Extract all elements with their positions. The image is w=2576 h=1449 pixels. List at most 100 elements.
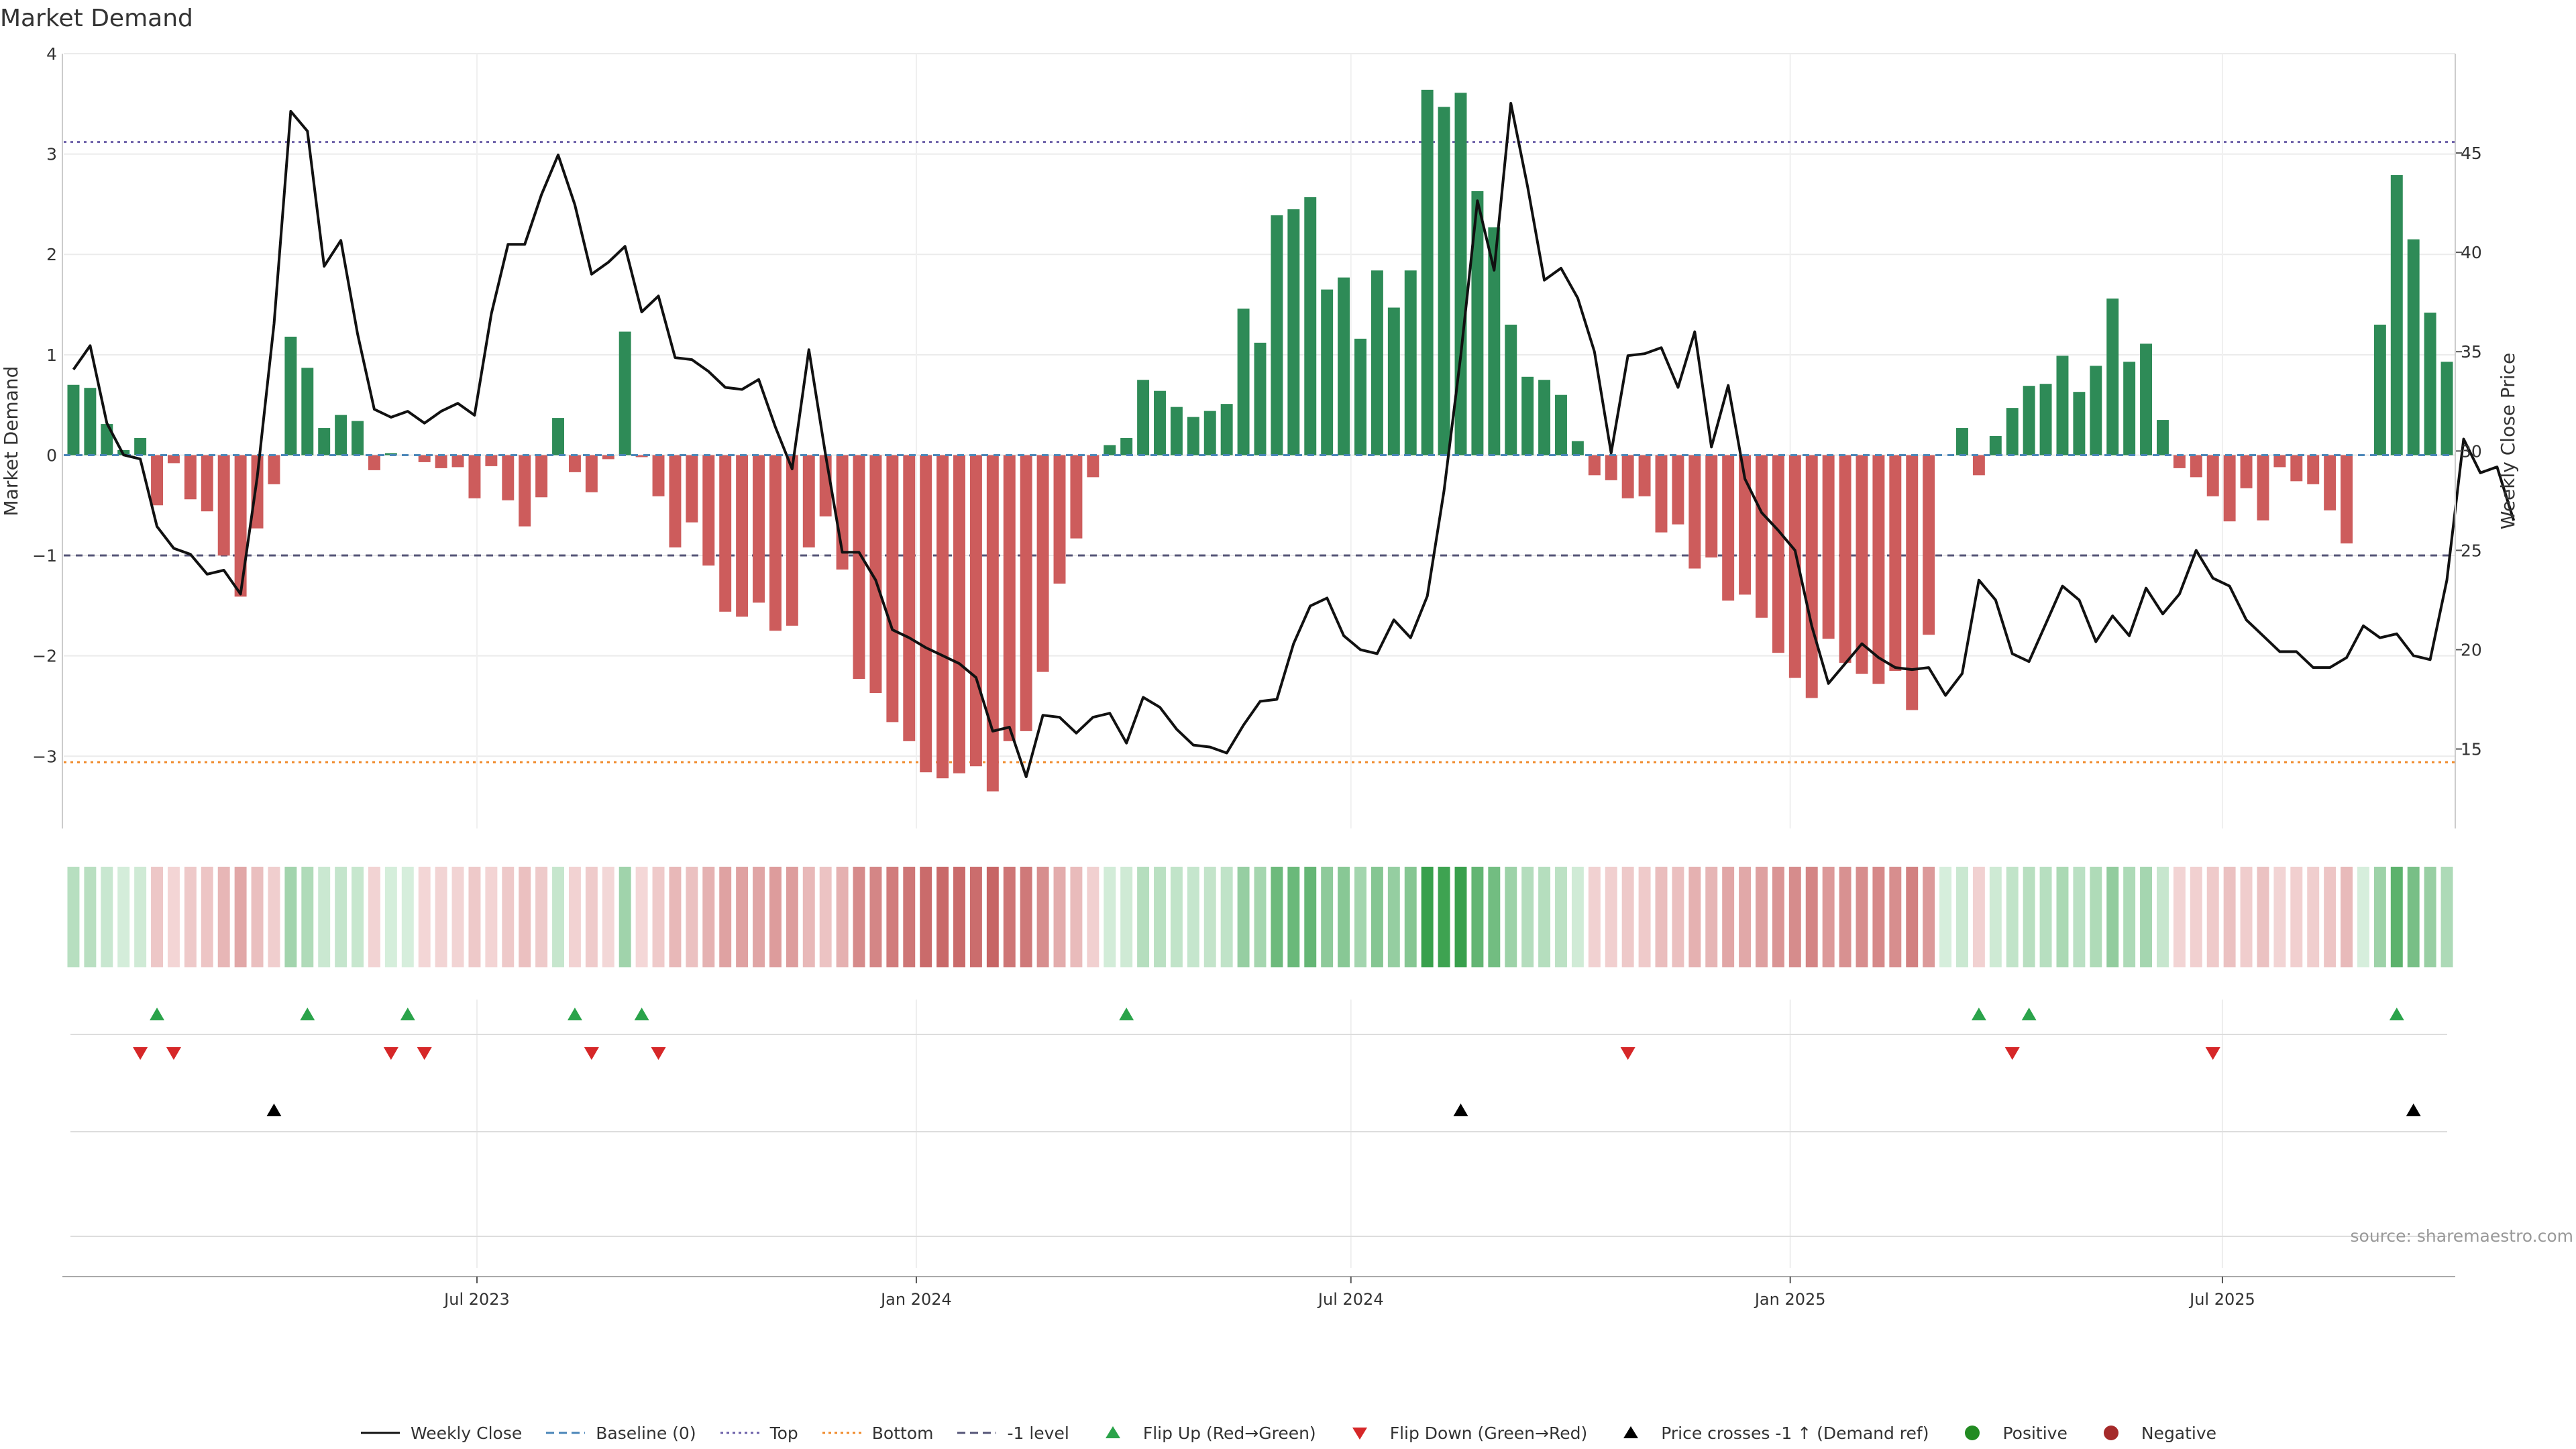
heat-cell xyxy=(969,867,982,967)
heat-cell xyxy=(1856,867,1868,967)
demand-bar xyxy=(986,455,999,792)
demand-bar xyxy=(920,455,932,773)
demand-bar xyxy=(1521,376,1534,455)
demand-bar xyxy=(1672,455,1684,525)
heat-cell xyxy=(502,867,515,967)
flip-up-marker xyxy=(300,1008,315,1020)
demand-bar xyxy=(217,455,230,556)
heat-cell xyxy=(936,867,949,967)
demand-bar xyxy=(2023,386,2035,455)
heat-cell xyxy=(1655,867,1668,967)
demand-bar xyxy=(301,368,314,455)
heat-cell xyxy=(1438,867,1450,967)
legend-swatch xyxy=(1965,1426,1980,1440)
heat-cell xyxy=(903,867,916,967)
price-cross-marker xyxy=(266,1104,282,1116)
heat-cell xyxy=(1521,867,1534,967)
flip-up-marker xyxy=(150,1008,165,1020)
demand-bar xyxy=(1471,191,1484,455)
heat-cell xyxy=(2240,867,2253,967)
heat-cell xyxy=(2341,867,2353,967)
legend-circle-icon xyxy=(1965,1426,1980,1440)
chart-title: Market Demand xyxy=(0,5,193,32)
heat-cell xyxy=(2223,867,2236,967)
flip-down-marker xyxy=(2004,1047,2020,1060)
flip-up-marker xyxy=(1971,1008,1986,1020)
demand-bar xyxy=(1688,455,1701,569)
heat-cell xyxy=(1304,867,1317,967)
heat-cell xyxy=(301,867,314,967)
heat-cell xyxy=(1087,867,1099,967)
legend-label: Price crosses -1 ↑ (Demand ref) xyxy=(1661,1423,1929,1443)
y-tick-label: 0 xyxy=(46,445,57,465)
heat-cell xyxy=(1688,867,1701,967)
demand-bar xyxy=(1220,404,1233,455)
demand-bar xyxy=(1421,89,1434,455)
demand-bar xyxy=(1070,455,1083,539)
demand-bar xyxy=(1354,338,1366,455)
legend-triangle-down-icon xyxy=(1352,1428,1367,1440)
demand-bar xyxy=(1571,441,1584,455)
heat-cell xyxy=(519,867,531,967)
legend-item: Negative xyxy=(2090,1423,2216,1443)
heat-cell xyxy=(67,867,80,967)
demand-bar xyxy=(1621,455,1634,498)
demand-bar xyxy=(151,455,164,506)
heat-cell xyxy=(802,867,815,967)
demand-bar xyxy=(719,455,732,612)
legend-item: Weekly Close xyxy=(360,1423,522,1443)
demand-bar xyxy=(2324,455,2337,511)
legend-circle-icon xyxy=(2103,1426,2118,1440)
legend-label: Flip Down (Green→Red) xyxy=(1389,1423,1588,1443)
demand-bar xyxy=(2156,420,2169,455)
heat-cell xyxy=(1889,867,1902,967)
heat-cell xyxy=(2257,867,2269,967)
heat-cell xyxy=(2156,867,2169,967)
heat-cell xyxy=(335,867,347,967)
heat-cell xyxy=(2273,867,2286,967)
heat-cell xyxy=(2373,867,2386,967)
demand-bar xyxy=(1020,455,1032,731)
heat-cell xyxy=(1906,867,1919,967)
heat-cell xyxy=(1923,867,1935,967)
demand-bar xyxy=(2190,455,2202,478)
flip-up-marker xyxy=(2021,1008,2037,1020)
demand-bar xyxy=(2173,455,2186,468)
demand-bar xyxy=(619,331,631,455)
heat-cell xyxy=(1588,867,1601,967)
heat-cell xyxy=(167,867,180,967)
demand-bar xyxy=(1805,455,1818,698)
demand-bar xyxy=(1104,445,1116,455)
demand-bar xyxy=(1003,455,1016,741)
flip-down-marker xyxy=(2205,1047,2220,1060)
demand-bar xyxy=(669,455,682,548)
demand-bar xyxy=(1371,270,1383,455)
heat-cell xyxy=(1120,867,1133,967)
demand-bar xyxy=(1739,455,1752,595)
heat-cell xyxy=(2307,867,2320,967)
demand-bar xyxy=(786,455,798,626)
heat-cell xyxy=(1488,867,1501,967)
demand-bar xyxy=(2090,366,2102,455)
heat-cell xyxy=(184,867,197,967)
demand-bar xyxy=(602,455,614,460)
heat-cell xyxy=(2424,867,2436,967)
demand-bar xyxy=(435,455,447,468)
demand-bar xyxy=(1321,289,1334,455)
heat-cell xyxy=(819,867,832,967)
legend-swatch xyxy=(1352,1428,1367,1440)
heat-cell xyxy=(1404,867,1417,967)
legend-swatch xyxy=(360,1432,400,1434)
demand-bar xyxy=(2039,384,2052,455)
heat-cell xyxy=(84,867,97,967)
heat-cell xyxy=(2106,867,2119,967)
legend-label: Baseline (0) xyxy=(596,1423,696,1443)
demand-bar xyxy=(1588,455,1601,476)
y2-tick-label: 25 xyxy=(2461,541,2482,560)
heat-cell xyxy=(2440,867,2453,967)
y2-tick-label: 35 xyxy=(2461,342,2482,362)
heat-cell xyxy=(920,867,932,967)
heat-cell xyxy=(1956,867,1968,967)
heat-cell xyxy=(134,867,147,967)
heat-cell xyxy=(1170,867,1183,967)
